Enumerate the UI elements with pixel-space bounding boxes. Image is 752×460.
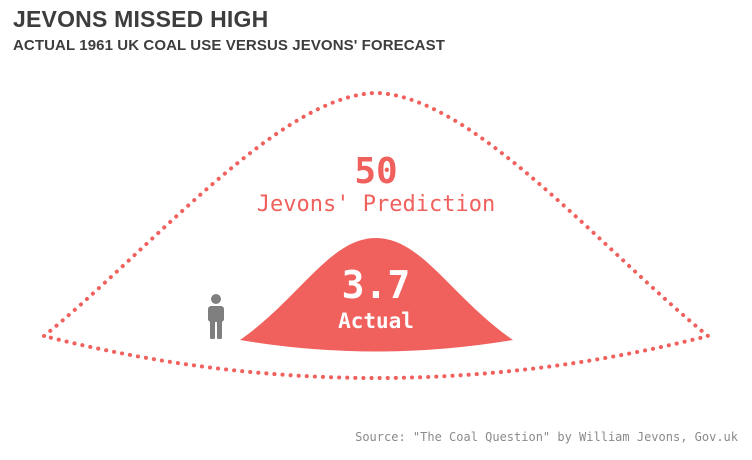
actual-area: [240, 238, 513, 352]
prediction-value-label: 50: [354, 151, 397, 192]
prediction-category-label: Jevons' Prediction: [257, 192, 495, 217]
actual-category-label: Actual: [338, 309, 414, 333]
chart-subtitle: ACTUAL 1961 UK COAL USE VERSUS JEVONS' F…: [13, 37, 445, 54]
chart-title: JEVONS MISSED HIGH: [13, 6, 269, 32]
source-note: Source: "The Coal Question" by William J…: [355, 430, 738, 444]
prediction-area: [39, 90, 713, 380]
actual-value-label: 3.7: [342, 263, 411, 307]
person-icon: [208, 294, 224, 339]
